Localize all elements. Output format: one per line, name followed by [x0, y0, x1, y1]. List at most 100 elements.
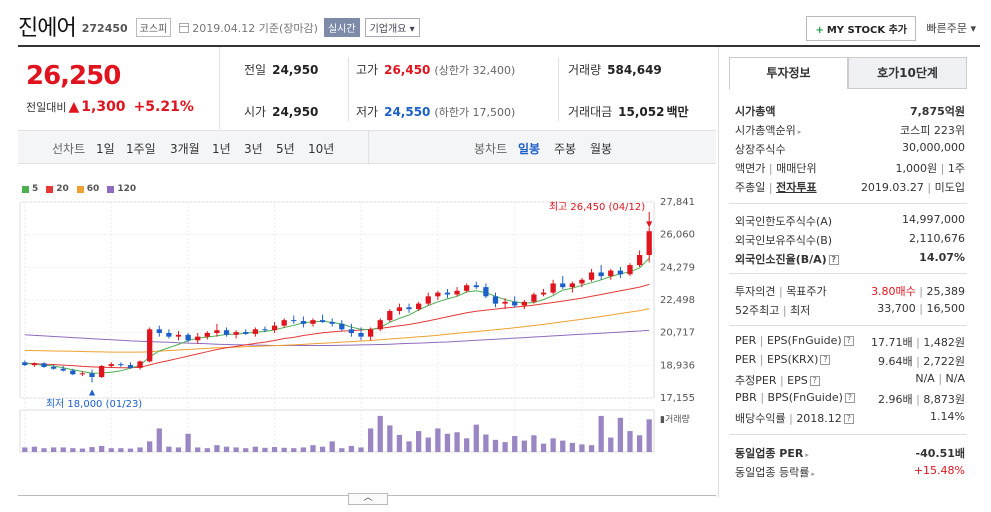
chevron-up-icon: ︿	[363, 493, 373, 503]
help-icon[interactable]: ?	[809, 376, 820, 386]
volume-bar	[617, 417, 624, 452]
chevron-down-icon: ▾	[409, 24, 415, 35]
stock-code: 272450	[81, 21, 128, 35]
volume-bar	[214, 445, 220, 452]
candle-body	[329, 321, 335, 324]
price-change: 전일대비 ▲ 1,300 +5.21%	[26, 99, 194, 115]
quick-order-label: 빠른주문	[926, 22, 967, 35]
bps-label: BPS(FnGuide)	[767, 391, 843, 404]
foreign-ratio-value: 14.07%	[919, 251, 965, 264]
company-overview-label: 기업개요	[369, 24, 407, 35]
volume-bar	[233, 447, 239, 452]
volume-bar	[425, 437, 431, 452]
company-overview-dropdown[interactable]: 기업개요 ▾	[364, 18, 420, 37]
per-krx-value: 9.64배	[878, 355, 913, 368]
stat-high: 고가 26,450 (상한가 32,400)	[356, 61, 515, 78]
candle-body	[550, 283, 556, 293]
meeting-label: 주총일	[735, 181, 766, 194]
tab-daily[interactable]: 일봉	[518, 142, 541, 156]
row-estimated-per: 추정PER | EPS? N/A | N/A	[735, 372, 965, 387]
volume-bar	[608, 437, 614, 452]
help-icon[interactable]: ?	[843, 414, 854, 424]
stat-high-value: 26,450	[384, 63, 431, 77]
volume-bar	[147, 441, 153, 452]
tab-order-book[interactable]: 호가10단계	[848, 57, 967, 89]
quick-order-button[interactable]: 빠른주문 ▾	[926, 20, 976, 36]
high-annotation: 최고 26,450 (04/12)	[549, 201, 645, 213]
volume-bar	[271, 447, 278, 452]
legend-swatch	[22, 185, 29, 193]
volume-bar	[243, 448, 249, 452]
tab-3m[interactable]: 3개월	[170, 142, 200, 156]
volume-bar	[387, 425, 393, 452]
help-icon[interactable]: ?	[828, 255, 839, 265]
candle-body	[166, 332, 172, 337]
chart-bottom-border	[18, 495, 348, 496]
volume-bar	[22, 447, 28, 452]
legend-item-ma120: 120	[107, 184, 136, 194]
y-tick-label: 22,498	[660, 295, 695, 306]
volume-bar	[512, 436, 518, 452]
candle-body	[377, 320, 383, 330]
stat-low: 저가 24,550 (하한가 17,500)	[356, 103, 515, 120]
stat-lower-limit: (하한가 17,500)	[434, 106, 516, 119]
stock-chart[interactable]: 27,841 26,060 24,279 22,498 20,717 18,936 17,1…	[18, 198, 716, 458]
realtime-button[interactable]: 실시간	[323, 18, 360, 37]
y-tick-label: 17,155	[660, 393, 695, 404]
volume-bar	[137, 447, 143, 452]
volume-bar	[204, 448, 210, 452]
stat-prev-value: 24,950	[272, 63, 319, 77]
e-voting-link[interactable]: 전자투표	[776, 181, 817, 194]
eps-fnguide-label: EPS(FnGuide)	[766, 334, 842, 347]
tab-5y[interactable]: 5년	[276, 142, 295, 156]
tab-1w[interactable]: 1주일	[126, 142, 156, 156]
row-pbr: PBR | BPS(FnGuide)? 2.96배 | 8,873원	[735, 391, 965, 406]
tab-1d[interactable]: 1일	[96, 142, 115, 156]
sector-per-label[interactable]: 동일업종 PER	[735, 447, 804, 460]
tab-candle-chart[interactable]: 봉차트	[474, 142, 508, 156]
candle-body	[271, 325, 278, 331]
row-sector-rate: 동일업종 등락률 ▸ +15.48%	[735, 464, 965, 480]
tab-weekly[interactable]: 주봉	[554, 142, 577, 156]
candle-body	[521, 301, 527, 306]
candle-body	[99, 365, 105, 377]
tab-1y[interactable]: 1년	[212, 142, 231, 156]
par-label: 액면가	[735, 162, 766, 175]
tab-10y[interactable]: 10년	[308, 142, 335, 156]
est-eps-value: N/A	[945, 372, 965, 385]
tab-3y[interactable]: 3년	[244, 142, 263, 156]
volume-bar	[464, 438, 470, 452]
volume-bar	[195, 447, 201, 452]
low-arrow-head: ▲	[89, 388, 96, 397]
stat-divider	[348, 57, 349, 121]
candle-body	[108, 364, 114, 366]
candle-body	[156, 329, 162, 333]
help-icon[interactable]: ?	[844, 393, 855, 403]
candle-body	[598, 272, 604, 277]
volume-bar	[454, 432, 460, 452]
current-price-box: 26,250 전일대비 ▲ 1,300 +5.21%	[18, 47, 220, 129]
volume-bar	[118, 448, 124, 452]
volume-bar	[319, 446, 326, 452]
candle-body	[636, 255, 643, 266]
tab-investment-info[interactable]: 투자정보	[729, 57, 848, 89]
meeting-date: 2019.03.27	[860, 181, 924, 194]
volume-bar	[367, 428, 374, 452]
my-stock-add-button[interactable]: + MY STOCK 추가	[806, 16, 916, 41]
chart-expand-toggle[interactable]: ︿	[348, 493, 388, 505]
legend-swatch	[107, 185, 115, 193]
volume-bar	[127, 448, 134, 452]
help-icon[interactable]: ?	[820, 355, 831, 365]
candle-body	[646, 231, 652, 256]
my-stock-label: MY STOCK 추가	[826, 25, 907, 36]
mcap-rank-label[interactable]: 시가총액순위	[735, 124, 796, 137]
stat-open-label: 시가	[244, 105, 267, 119]
sector-rate-label[interactable]: 동일업종 등락률	[735, 466, 810, 479]
candle-body	[531, 294, 537, 302]
help-icon[interactable]: ?	[843, 336, 854, 346]
tab-monthly[interactable]: 월봉	[590, 142, 613, 156]
y-tick-label: 26,060	[660, 230, 695, 241]
candle-body	[367, 329, 374, 337]
tab-line-chart[interactable]: 선차트	[52, 142, 86, 156]
panel-divider	[729, 203, 967, 204]
